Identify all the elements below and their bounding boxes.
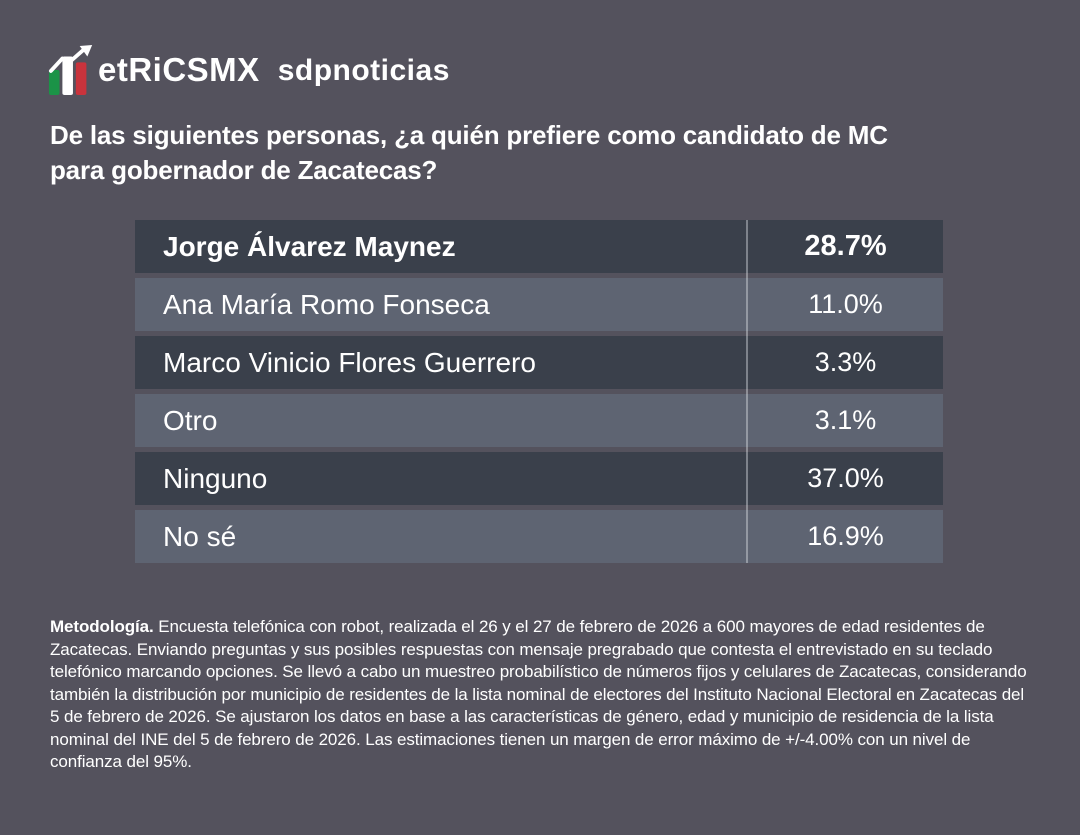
- result-percentage: 37.0%: [807, 463, 884, 493]
- result-row: No sé 16.9%: [135, 510, 943, 563]
- brand-sdpnoticias-label: sdpnoticias: [277, 54, 450, 87]
- result-row: Ninguno 37.0%: [135, 452, 943, 505]
- candidate-name: Ninguno: [163, 462, 268, 494]
- methodology-text: Metodología. Encuesta telefónica con rob…: [50, 616, 1035, 774]
- candidate-name: Ana María Romo Fonseca: [163, 288, 490, 320]
- candidate-name: No sé: [163, 520, 237, 552]
- result-percentage: 11.0%: [808, 289, 883, 319]
- result-percentage: 28.7%: [804, 230, 887, 262]
- result-row: Ana María Romo Fonseca 11.0%: [135, 278, 943, 331]
- candidate-name: Marco Vinicio Flores Guerrero: [163, 346, 536, 378]
- result-percentage: 3.3%: [814, 347, 877, 377]
- result-row: Jorge Álvarez Maynez 28.7%: [135, 220, 943, 273]
- question-title: De las siguientes personas, ¿a quién pre…: [50, 120, 888, 185]
- brand-header: etRiCSMX sdpnoticias: [48, 44, 450, 96]
- metricsmx-bars-arrow-icon: [48, 45, 93, 95]
- methodology-lead: Metodología.: [50, 617, 154, 636]
- table-column-divider: [746, 220, 748, 563]
- result-percentage: 3.1%: [814, 405, 877, 435]
- brand-metricsmx-label: etRiCSMX: [98, 51, 260, 88]
- results-table: Jorge Álvarez Maynez 28.7% Ana María Rom…: [135, 220, 943, 563]
- result-row: Otro 3.1%: [135, 394, 943, 447]
- candidate-name: Otro: [163, 404, 218, 436]
- candidate-name: Jorge Álvarez Maynez: [163, 230, 456, 262]
- result-row: Marco Vinicio Flores Guerrero 3.3%: [135, 336, 943, 389]
- result-percentage: 16.9%: [807, 521, 884, 551]
- methodology-body: Encuesta telefónica con robot, realizada…: [50, 617, 1027, 771]
